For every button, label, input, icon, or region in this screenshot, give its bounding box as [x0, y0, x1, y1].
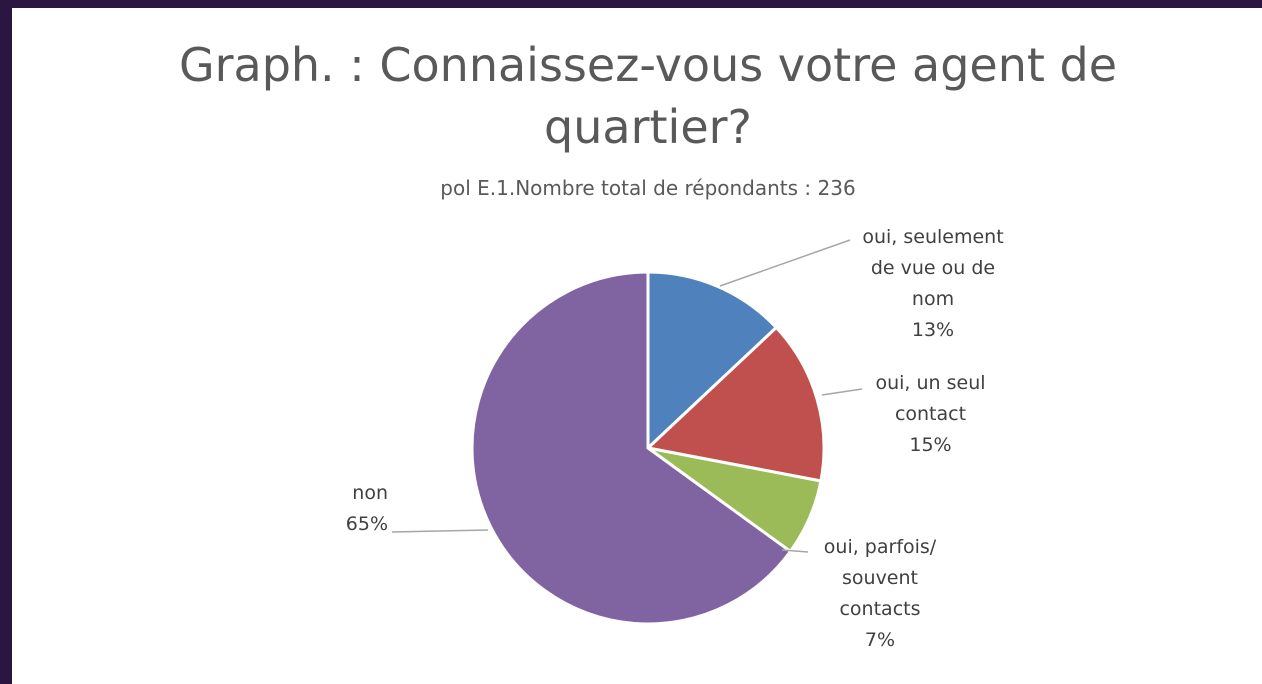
value-label: 13%: [911, 319, 955, 341]
pie-slice: [646, 270, 779, 452]
value-label: 15%: [909, 434, 952, 456]
data-label: non 65%: [300, 478, 388, 540]
value-label: 65%: [345, 513, 388, 535]
chart-subtitle: pol E.1.Nombre total de répondants : 236: [440, 176, 856, 200]
leader-line: [719, 239, 851, 287]
category-label: oui, un seul contact: [875, 372, 986, 425]
chart-title: Graph. : Connaissez-vous votre agent de …: [178, 38, 1118, 154]
data-label: oui, seulement de vue ou de nom 13%: [848, 222, 1018, 346]
leader-line: [821, 388, 863, 396]
category-label: oui, seulement de vue ou de nom: [862, 226, 1004, 310]
value-label: 7%: [864, 629, 896, 651]
pie-slice: [644, 325, 826, 483]
data-label: oui, parfois/ souvent contacts 7%: [810, 532, 950, 656]
leader-line: [391, 529, 489, 533]
pie-slice: [470, 270, 793, 626]
category-label: oui, parfois/ souvent contacts: [823, 536, 937, 620]
data-label: oui, un seul contact 15%: [858, 368, 1003, 461]
category-label: non: [352, 482, 388, 504]
leader-line: [781, 549, 809, 553]
